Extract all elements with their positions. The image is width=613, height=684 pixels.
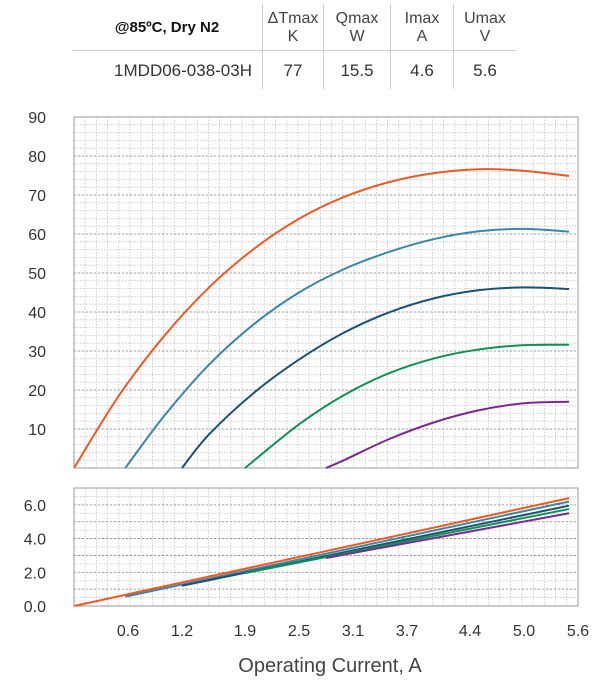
y-tick-label: 40 <box>28 305 46 322</box>
x-tick-label: 5.6 <box>567 623 589 640</box>
voltage-series-line-4 <box>244 508 570 575</box>
header-umax-unit: V <box>479 28 491 45</box>
x-tick-label: 1.9 <box>234 623 256 640</box>
spec-table: @85ºC, Dry N2 ΔTmax K Qmax W Imax A Umax V 1… <box>72 4 516 89</box>
y-tick-label: 6.0 <box>24 498 46 515</box>
dt-series-line-2 <box>124 227 570 469</box>
y-tick-label: 0.0 <box>24 599 46 616</box>
x-tick-label: 1.2 <box>171 623 193 640</box>
y-tick-label: 90 <box>28 110 46 127</box>
value-qmax: 15.5 <box>323 50 391 89</box>
header-qmax: Qmax W <box>323 4 391 51</box>
y-tick-label: 60 <box>28 227 46 244</box>
header-dtmax-name: ΔTmax <box>267 10 319 27</box>
header-qmax-unit: W <box>349 28 365 45</box>
spec-header-row: @85ºC, Dry N2 ΔTmax K Qmax W Imax A Umax V <box>72 4 516 51</box>
plot-border <box>73 487 579 607</box>
header-imax-unit: A <box>416 28 428 45</box>
model-name: 1MDD06-038-03H <box>72 50 263 89</box>
voltage-series-line-5 <box>325 512 570 559</box>
header-umax-name: Umax <box>464 10 506 27</box>
y-tick-label: 30 <box>28 344 46 361</box>
header-dtmax: ΔTmax K <box>262 4 324 51</box>
y-tick-label: 20 <box>28 383 46 400</box>
dt-series-line-3 <box>181 286 570 469</box>
dt-series-line-4 <box>244 343 570 469</box>
x-tick-label: 4.4 <box>459 623 481 640</box>
y-tick-label: 2.0 <box>24 565 46 582</box>
voltage-series-line-2 <box>125 500 570 598</box>
x-tick-label: 3.7 <box>396 623 418 640</box>
header-dtmax-unit: K <box>287 28 299 45</box>
value-imax: 4.6 <box>390 50 454 89</box>
x-tick-label: 2.5 <box>288 623 310 640</box>
y-tick-label: 10 <box>28 422 46 439</box>
header-imax-name: Imax <box>404 10 440 27</box>
spec-data-row: 1MDD06-038-03H 77 15.5 4.6 5.6 <box>72 50 516 89</box>
y-tick-label: 80 <box>28 149 46 166</box>
voltage-series-line-1 <box>73 497 570 607</box>
header-imax: Imax A <box>390 4 454 51</box>
dt-series-line-5 <box>325 400 570 469</box>
x-tick-label: 5.0 <box>513 623 535 640</box>
header-qmax-name: Qmax <box>335 10 379 27</box>
y-tick-label: 50 <box>28 266 46 283</box>
x-axis-label: Operating Current, A <box>238 655 422 677</box>
dt-series-line-1 <box>73 168 570 469</box>
y-tick-label: 70 <box>28 188 46 205</box>
y-tick-label: 4.0 <box>24 532 46 549</box>
x-tick-label: 0.6 <box>117 623 139 640</box>
value-umax: 5.6 <box>453 50 516 89</box>
condition-label: @85ºC, Dry N2 <box>114 19 220 36</box>
x-tick-label: 3.1 <box>342 623 364 640</box>
header-umax: Umax V <box>453 4 516 51</box>
value-dtmax: 77 <box>262 50 324 89</box>
